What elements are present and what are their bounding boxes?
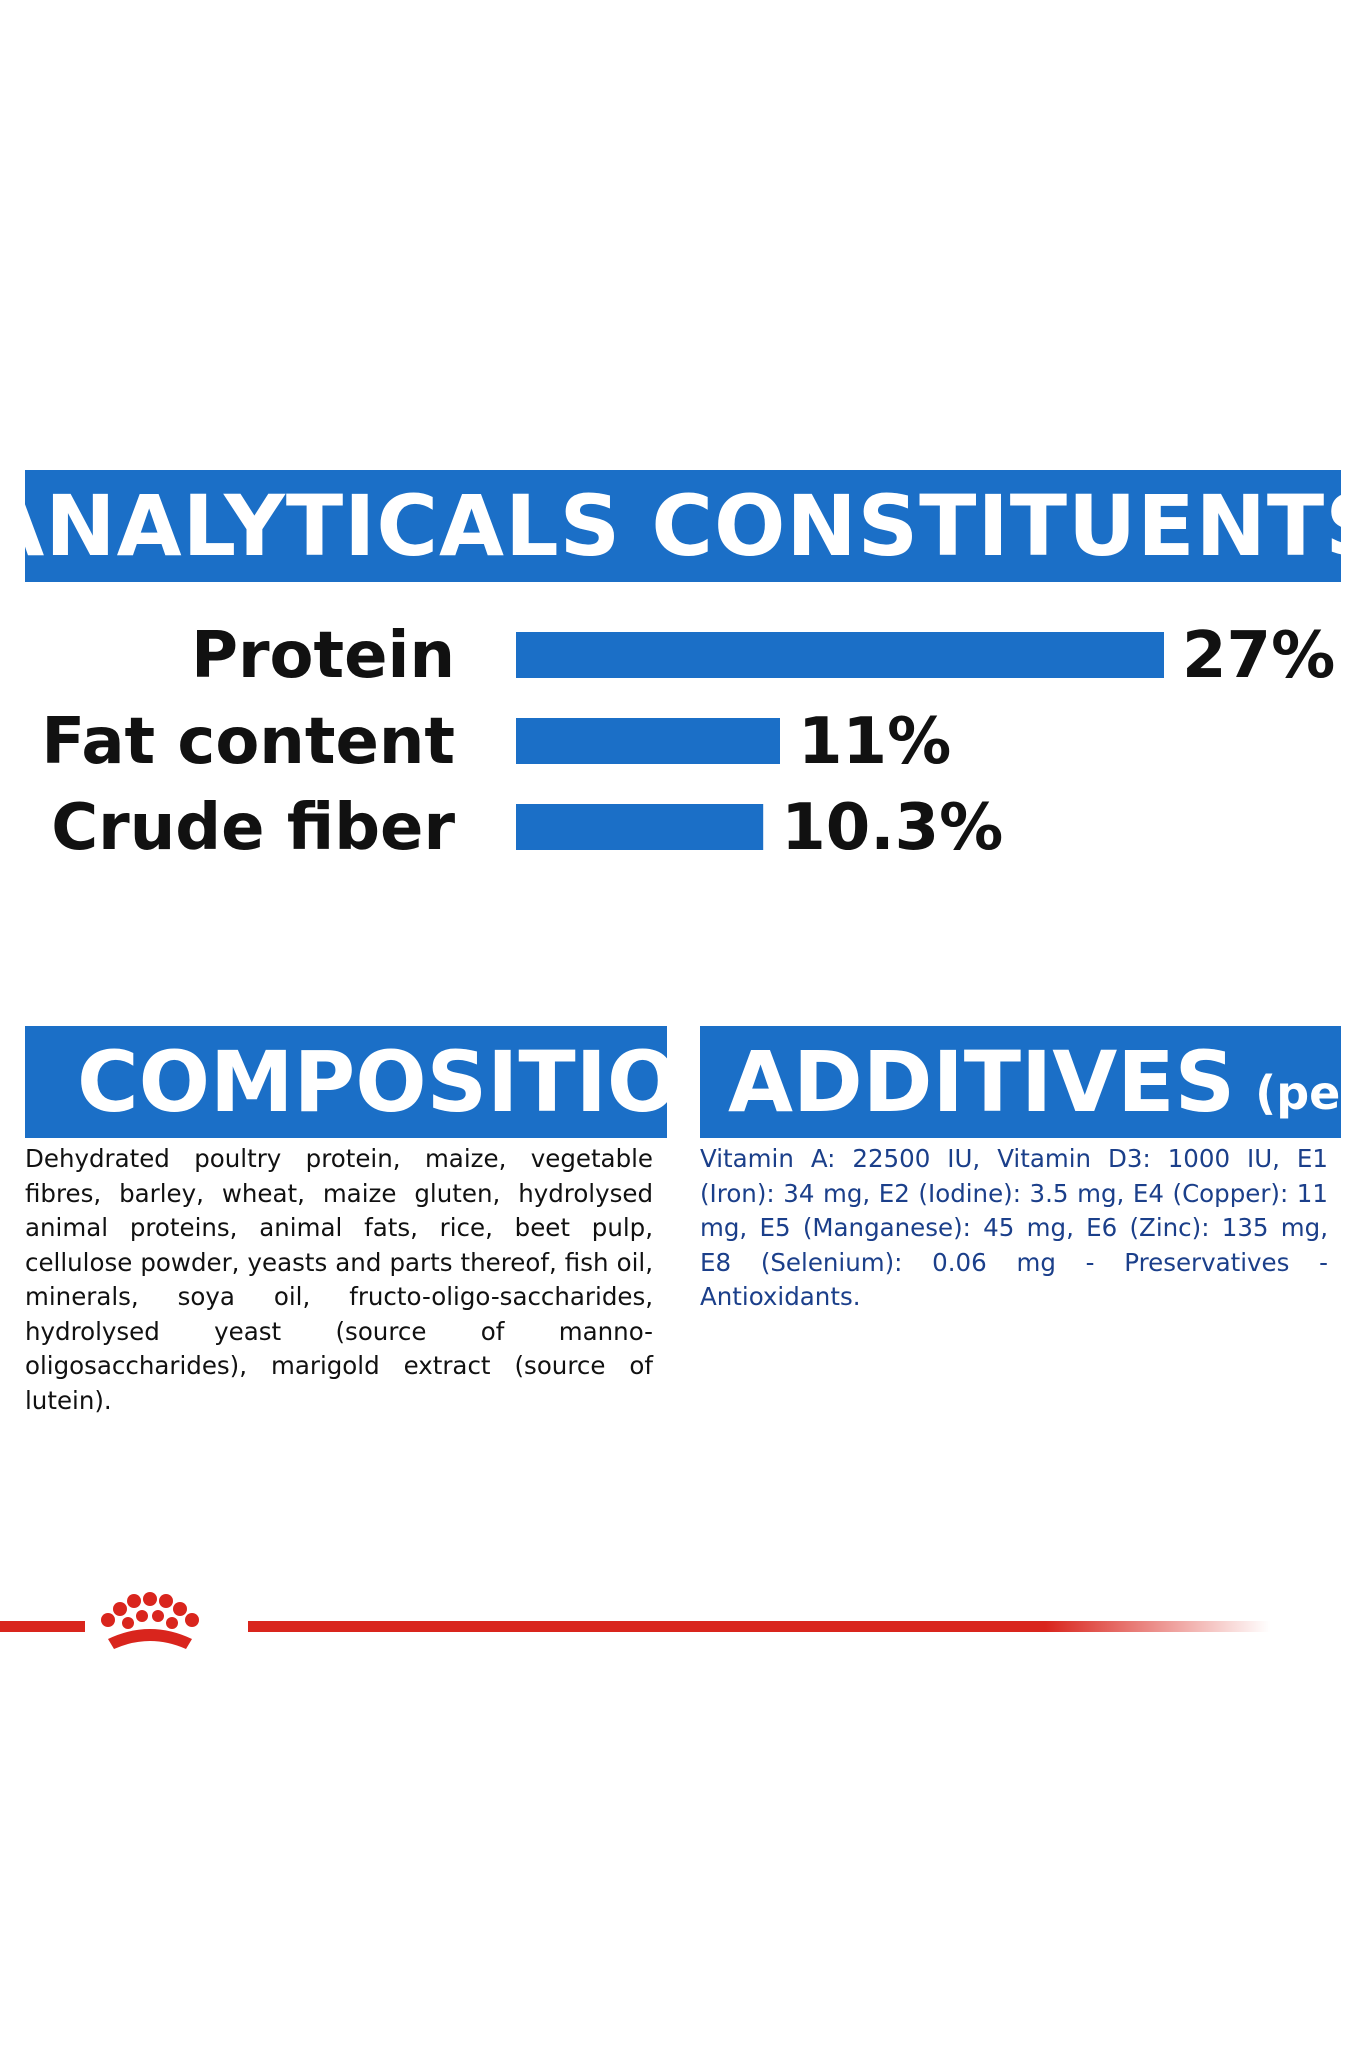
value-label-crude-fiber: 10.3% bbox=[781, 791, 1003, 865]
composition-title: COMPOSITION bbox=[77, 1033, 667, 1131]
analytics-bar-chart: Protein 27% Fat content 11% Crude fiber 10.3% bbox=[41, 619, 1335, 865]
bar-fat-content bbox=[516, 718, 780, 764]
value-label-protein: 27% bbox=[1182, 619, 1335, 693]
analytics-title: ANALYTICALS CONSTITUENTS bbox=[25, 477, 1341, 575]
divider-line-right bbox=[248, 1621, 1270, 1632]
bar-protein bbox=[516, 632, 1164, 678]
additives-title-band: ADDITIVES (per kg) bbox=[700, 1026, 1341, 1138]
value-label-fat-content: 11% bbox=[798, 705, 951, 779]
bar-crude-fiber bbox=[516, 804, 764, 850]
category-label-crude-fiber: Crude fiber bbox=[51, 791, 455, 865]
royal-crown-logo-icon bbox=[101, 1592, 199, 1649]
composition-text: Dehydrated poultry protein, maize, veget… bbox=[25, 1144, 653, 1415]
category-label-fat-content: Fat content bbox=[41, 705, 455, 779]
additives-text: Vitamin A: 22500 IU, Vitamin D3: 1000 IU… bbox=[700, 1144, 1328, 1311]
additives-title-suffix: (per kg) bbox=[1255, 1066, 1341, 1120]
additives-title: ADDITIVES bbox=[728, 1033, 1236, 1131]
analytics-title-band: ANALYTICALS CONSTITUENTS bbox=[25, 470, 1341, 582]
divider-line-left bbox=[0, 1621, 85, 1632]
brand-divider bbox=[0, 1592, 1270, 1649]
composition-title-band: COMPOSITION bbox=[25, 1026, 667, 1138]
category-label-protein: Protein bbox=[191, 619, 455, 693]
